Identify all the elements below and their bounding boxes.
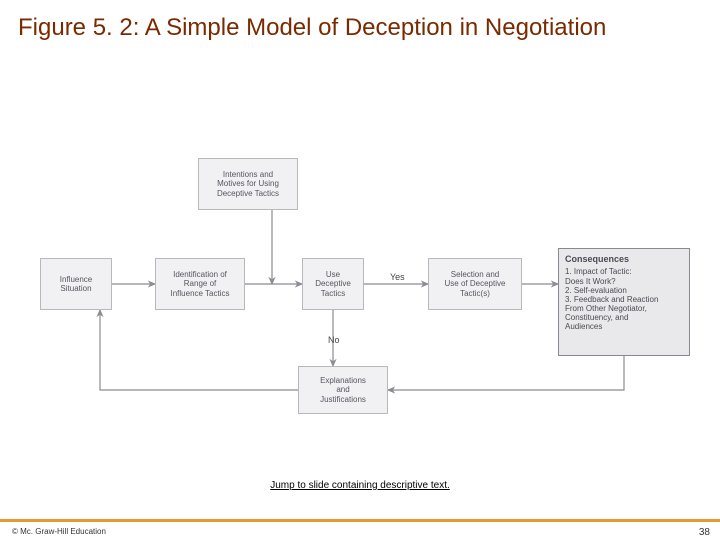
node-consequences: Consequences 1. Impact of Tactic: Does It…	[558, 248, 690, 356]
node-selection: Selection and Use of Deceptive Tactic(s)	[428, 258, 522, 310]
jump-link[interactable]: Jump to slide containing descriptive tex…	[0, 480, 720, 491]
node-identification: Identification of Range of Influence Tac…	[155, 258, 245, 310]
edge-consequences-explanations-feedback	[388, 356, 624, 390]
flowchart: Influence Situation Identification of Ran…	[0, 0, 720, 540]
page-number: 38	[699, 527, 710, 538]
edge-explanations-identification-feedback	[100, 310, 298, 390]
node-explanations: Explanations and Justifications	[298, 366, 388, 414]
edge-label-no: No	[328, 335, 340, 345]
node-intentions: Intentions and Motives for Using Decepti…	[198, 158, 298, 210]
node-consequences-title: Consequences	[565, 254, 683, 264]
node-use: Use Deceptive Tactics	[302, 258, 364, 310]
copyright: © Mc. Graw-Hill Education	[12, 527, 106, 536]
edge-label-yes: Yes	[390, 272, 405, 282]
slide: Figure 5. 2: A Simple Model of Deception…	[0, 0, 720, 540]
node-consequences-body: 1. Impact of Tactic: Does It Work? 2. Se…	[565, 267, 683, 331]
node-influence: Influence Situation	[40, 258, 112, 310]
footer-bar	[0, 519, 720, 522]
